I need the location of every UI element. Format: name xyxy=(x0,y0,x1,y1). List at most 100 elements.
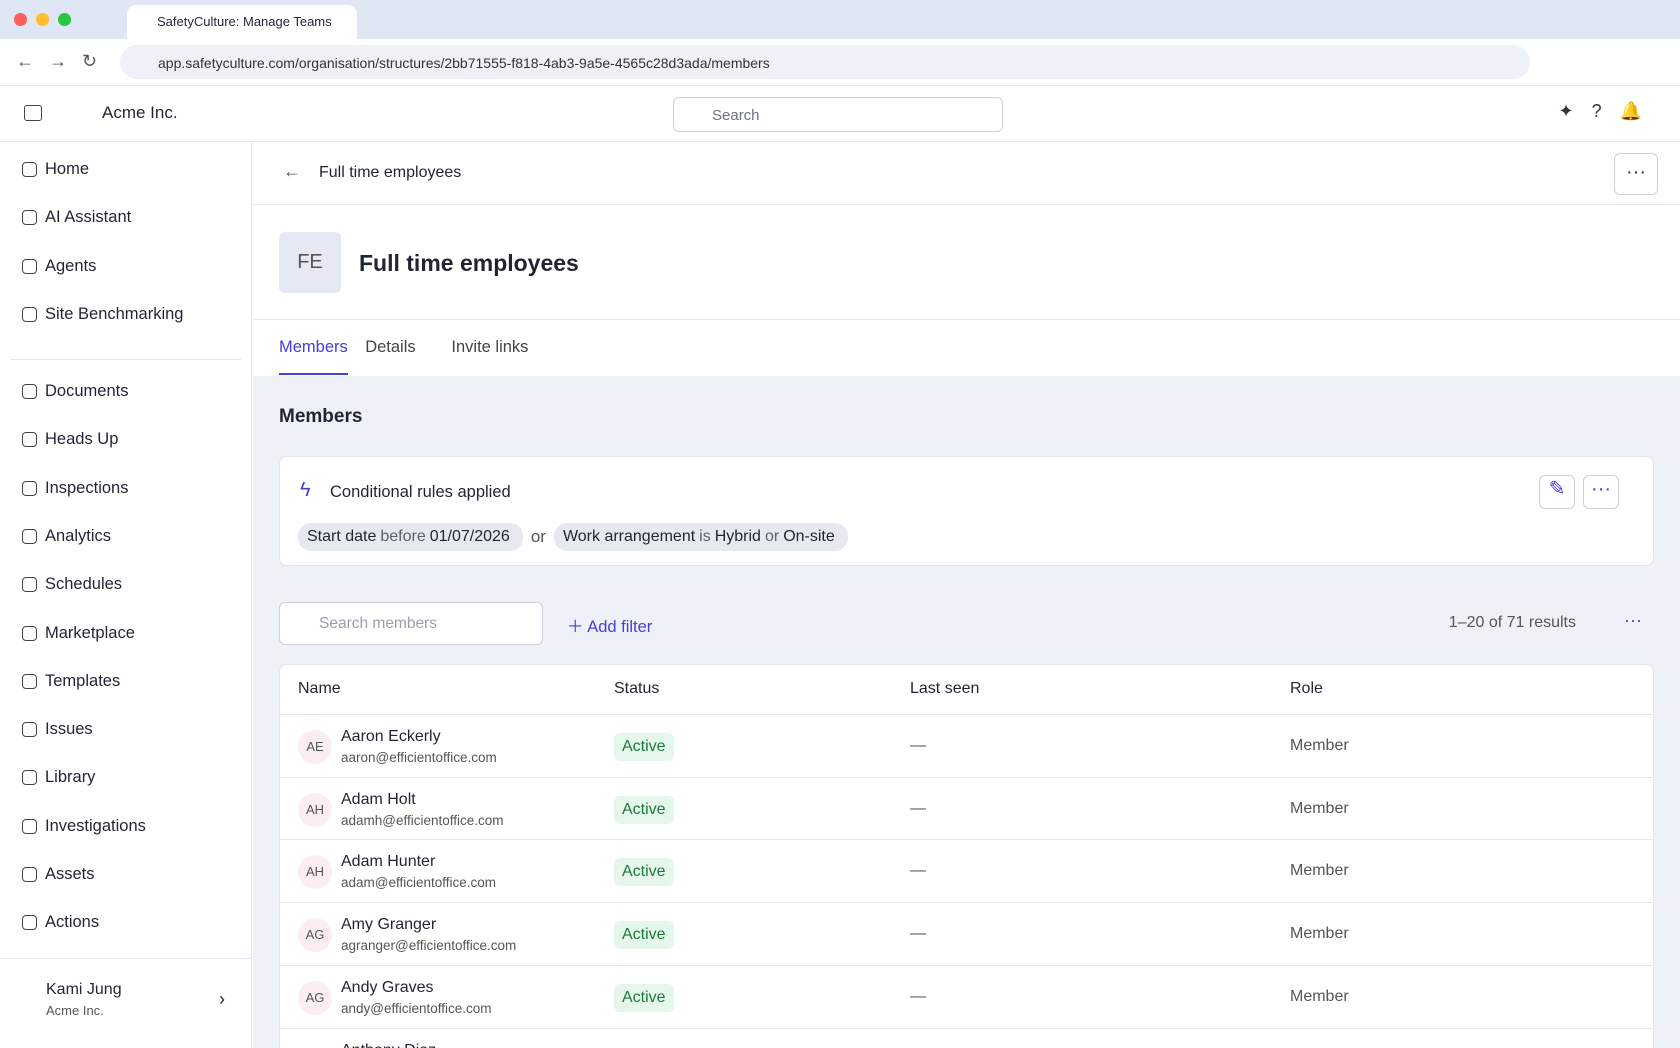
add-filter-label: Add filter xyxy=(587,618,653,636)
member-name: Adam Hunter xyxy=(341,853,436,871)
nav-label: Home xyxy=(45,160,90,178)
member-name: Aaron Eckerly xyxy=(341,728,441,745)
nav-item[interactable]: Templates xyxy=(22,672,120,691)
status-badge: Active xyxy=(614,795,674,824)
nav-item[interactable]: AI Assistant xyxy=(22,208,131,227)
nav-item[interactable]: Issues xyxy=(22,720,93,739)
tab[interactable]: Invite links xyxy=(451,338,529,356)
nav-label: Actions xyxy=(45,913,100,932)
column-header[interactable]: Status xyxy=(614,680,660,697)
header-icons[interactable]: ✦?🔔 xyxy=(1558,101,1660,121)
section-title: Members xyxy=(279,406,363,427)
add-filter[interactable]: ＋ Add filter xyxy=(567,618,653,636)
rules-more[interactable]: ··· xyxy=(1583,475,1619,509)
member-name: Amy Granger xyxy=(341,916,437,934)
table-row[interactable]: AH Adam Holt adamh@efficientoffice.com Acti… xyxy=(280,776,1653,840)
nav-item[interactable]: Inspections xyxy=(22,479,128,498)
nav-label: Investigations xyxy=(45,816,146,835)
member-avatar: AE xyxy=(298,730,332,764)
rule-part: On-site xyxy=(783,528,835,545)
member-email: agranger@efficientoffice.com xyxy=(341,938,517,954)
member-email: adam@efficientoffice.com xyxy=(341,875,497,891)
nav-item[interactable]: Documents xyxy=(22,382,128,401)
nav-label: Assets xyxy=(45,865,95,883)
nav-label: Marketplace xyxy=(45,623,135,642)
nav-item[interactable]: Actions xyxy=(22,913,99,932)
global-search[interactable]: Search xyxy=(673,97,1003,132)
tab[interactable]: Members xyxy=(279,338,348,375)
nav-item[interactable]: Marketplace xyxy=(22,624,135,643)
member-avatar: AG xyxy=(298,980,332,1015)
column-header[interactable]: Last seen xyxy=(910,680,980,697)
rule-part: Hybrid xyxy=(714,528,761,545)
back-button[interactable]: ← xyxy=(283,161,301,181)
nav-icon xyxy=(22,577,37,593)
rule-chip: Start date before 01/07/2026 xyxy=(298,523,523,551)
address-bar: ← → ↻ app.safetyculture.com/organisation… xyxy=(0,39,1680,86)
url-field[interactable]: app.safetyculture.com/organisation/struc… xyxy=(120,45,1530,79)
nav-label: Inspections xyxy=(45,478,129,497)
status-badge: Active xyxy=(614,733,674,761)
nav-icon xyxy=(22,528,37,544)
nav-label: Library xyxy=(45,768,96,787)
status-badge: Active xyxy=(614,983,674,1012)
column-header[interactable]: Role xyxy=(1290,680,1323,697)
page-header: FE Full time employees xyxy=(253,205,1680,320)
team-avatar: FE xyxy=(279,232,341,293)
nav-label: Analytics xyxy=(45,526,112,545)
sidebar-toggle[interactable] xyxy=(24,105,42,121)
member-email: andy@efficientoffice.com xyxy=(341,1000,492,1016)
nav-icon xyxy=(22,384,37,399)
rule-conditions: Start date before 01/07/2026 or Work arrange… xyxy=(298,523,848,551)
nav-buttons[interactable]: ← → ↻ xyxy=(16,51,98,71)
nav-icon xyxy=(22,867,37,882)
nav-item[interactable]: Site Benchmarking xyxy=(22,305,184,324)
user-org: Acme Inc. xyxy=(46,1003,104,1018)
nav-icon xyxy=(22,673,37,689)
table-row[interactable]: AE Aaron Eckerly aaron@efficientoffice.com… xyxy=(280,714,1653,777)
user-menu[interactable]: Kami Jung Acme Inc. › xyxy=(0,958,251,1048)
edit-rules[interactable]: ✎ xyxy=(1539,475,1575,509)
role: Member xyxy=(1290,862,1349,880)
role: Member xyxy=(1290,925,1349,943)
member-avatar: AH xyxy=(298,855,332,890)
last-seen: — xyxy=(910,862,926,880)
nav-label: Issues xyxy=(45,720,93,739)
status-badge: Active xyxy=(614,921,674,950)
table-row[interactable]: AG Andy Graves andy@efficientoffice.com Act… xyxy=(280,964,1653,1028)
results-count: 1–20 of 71 results xyxy=(1448,614,1576,631)
last-seen: — xyxy=(910,987,926,1005)
browser-tab[interactable]: SafetyCulture: Manage Teams xyxy=(127,5,357,39)
nav-label: Site Benchmarking xyxy=(45,304,184,323)
nav-item[interactable]: Home xyxy=(22,160,89,179)
nav-item[interactable]: Analytics xyxy=(22,527,111,546)
org-switcher[interactable]: Acme Inc. xyxy=(102,103,178,122)
nav-item[interactable]: Investigations xyxy=(22,817,146,836)
table-row[interactable]: Anthony Diaz xyxy=(280,1027,1653,1048)
nav-icon xyxy=(22,818,37,834)
nav-item[interactable]: Assets xyxy=(22,865,95,884)
rule-part: before xyxy=(380,528,426,545)
nav-icon xyxy=(22,722,37,738)
members-table: Name Status Last seen Role AE Aaron Eckerly aa… xyxy=(279,664,1654,1048)
last-seen: — xyxy=(910,925,926,943)
table-row[interactable]: AG Amy Granger agranger@efficientoffice.co… xyxy=(280,902,1653,965)
nav-item[interactable]: Agents xyxy=(22,257,96,276)
column-header[interactable]: Name xyxy=(298,680,341,697)
nav-item[interactable]: Schedules xyxy=(22,575,122,594)
member-search[interactable]: Search members xyxy=(279,602,543,645)
nav-item[interactable]: Library xyxy=(22,768,95,787)
more-button[interactable]: ··· xyxy=(1614,153,1658,195)
table-row[interactable]: AH Adam Hunter adam@efficientoffice.com Act… xyxy=(280,839,1653,902)
tab[interactable]: Details xyxy=(365,338,416,356)
window-controls xyxy=(14,13,71,26)
breadcrumb: Full time employees xyxy=(319,164,462,181)
nav-item[interactable]: Heads Up xyxy=(22,430,118,449)
page-title: Full time employees xyxy=(359,250,579,276)
divider xyxy=(10,359,241,360)
table-more[interactable]: ··· xyxy=(1624,610,1642,630)
member-email: aaron@efficientoffice.com xyxy=(341,750,497,765)
role: Member xyxy=(1290,987,1349,1005)
nav-icon xyxy=(22,258,37,274)
user-name: Kami Jung xyxy=(46,981,122,998)
